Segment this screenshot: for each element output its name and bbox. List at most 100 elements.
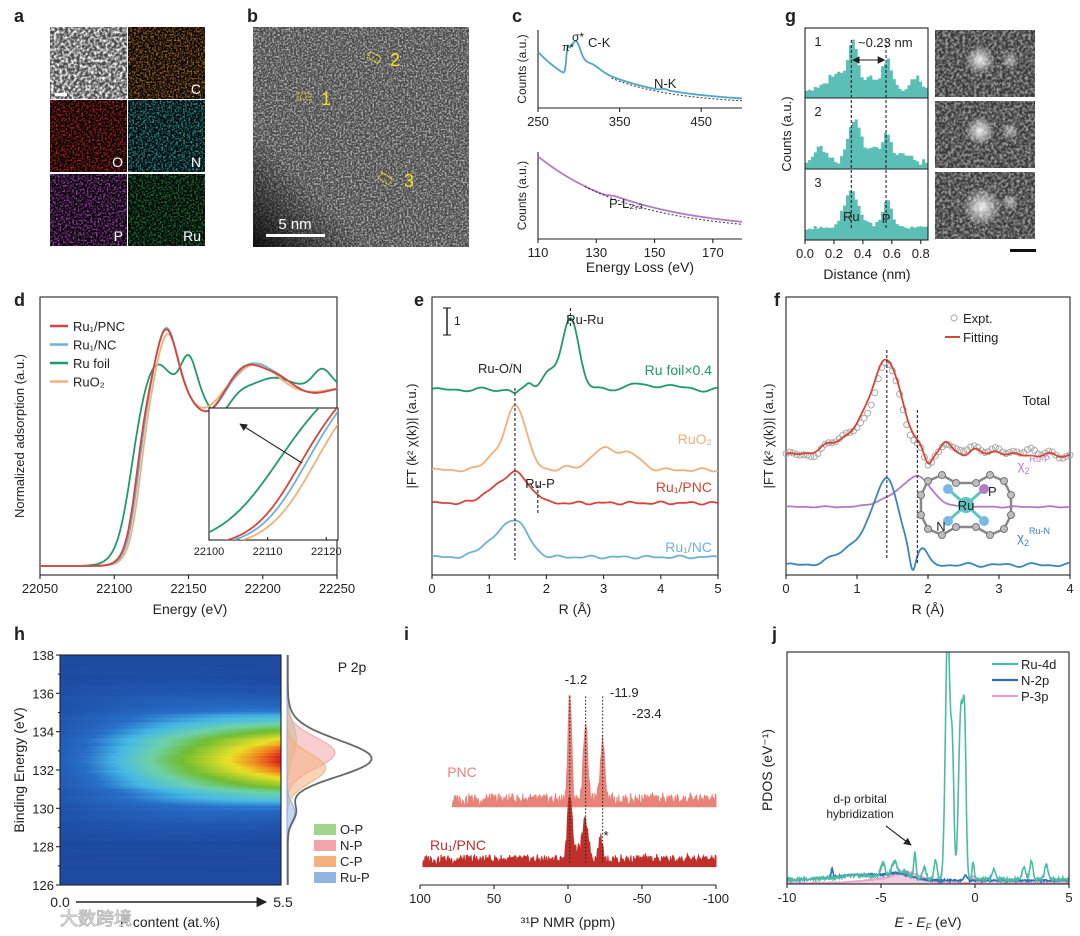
nmr-spectrum-0 — [452, 694, 717, 809]
carbon-atom — [972, 523, 980, 531]
expt-point — [846, 428, 854, 436]
x-tick-label: -10 — [778, 890, 797, 905]
carbon-atom — [1000, 477, 1008, 485]
legend-label: RuO₂ — [73, 375, 105, 390]
legend-label: O-P — [340, 822, 363, 837]
legend-swatch — [314, 872, 336, 883]
x-tick-label: 450 — [690, 114, 712, 129]
path-label: χ2Ru-N — [1017, 526, 1050, 548]
peak-label: -11.9 — [610, 685, 639, 700]
path-subscript: 2 — [1024, 538, 1029, 548]
p-atom-blob — [1001, 122, 1019, 140]
ru-atom-blob — [965, 116, 995, 146]
legend-swatch — [314, 840, 336, 851]
legend-label: N-2p — [1021, 673, 1049, 688]
legend-label: P-3p — [1021, 689, 1048, 704]
ru-atom — [958, 497, 974, 513]
path-label: χ2Ru-P — [1018, 454, 1050, 476]
carbon-atom — [1007, 491, 1015, 499]
expt-point — [931, 452, 939, 460]
profile-label: 3 — [814, 175, 821, 190]
expt-point — [899, 406, 907, 414]
expt-point — [871, 389, 879, 397]
heteroatom — [943, 516, 953, 526]
expt-point — [1031, 446, 1038, 454]
legend-label: Expt. — [963, 311, 993, 326]
x-tick-label: 22250 — [319, 581, 355, 596]
legend-label: Ru₁/PNC — [73, 319, 125, 334]
path-superscript: Ru-N — [1029, 526, 1050, 536]
nitrogen-map: N — [128, 100, 205, 172]
element-label: Ru — [183, 228, 201, 244]
x-tick-label: -100 — [703, 891, 729, 906]
tile-tint — [128, 27, 205, 99]
y-axis-label: |FT (k² χ(k))| (a.u.) — [761, 383, 776, 488]
atom-image-1 — [935, 30, 1035, 97]
inset-tick-label: 22110 — [253, 546, 283, 558]
panel-label: d — [14, 290, 25, 310]
legend-label: Ru₁/NC — [73, 338, 116, 353]
oxygen-map: O — [50, 100, 127, 172]
x-tick-label: 100 — [409, 891, 431, 906]
panel-label: f — [774, 290, 781, 310]
legend-label: Fitting — [963, 330, 998, 345]
x-tick-label: -50 — [633, 891, 652, 906]
heteroatom — [943, 484, 953, 494]
p-atom-blob — [1001, 193, 1019, 211]
ft-exafs-series — [431, 470, 719, 506]
ru-o-n-label: Ru-O/N — [478, 361, 522, 376]
x-tick-label: 0.2 — [825, 246, 843, 261]
phosphorus-map: P — [50, 174, 127, 246]
p-label: P — [882, 211, 891, 226]
carbon-atom — [1007, 511, 1015, 519]
x-tick-label: 22050 — [22, 581, 58, 596]
path-symbol: χ — [1018, 458, 1025, 473]
x-end-label: 5.5 — [273, 894, 293, 910]
x-tick-label: 2 — [543, 581, 550, 596]
x-axis-label: Distance (nm) — [823, 266, 910, 282]
scale-bar-label: 5 nm — [278, 216, 311, 233]
atom-label-n: N — [936, 519, 945, 534]
scale-bar — [266, 234, 325, 237]
annotation-line: hybridization — [826, 807, 893, 821]
legend-label: N-P — [340, 838, 362, 853]
annotation-sigma-star: σ* — [572, 30, 584, 44]
y-tick-label: 128 — [32, 840, 54, 855]
y-axis-label: Normalized adsorption (a.u.) — [12, 354, 27, 518]
annotation-pi-star: π* — [562, 42, 575, 54]
inset-line — [239, 423, 338, 540]
site-marker-label: 2 — [390, 50, 400, 70]
annotation-line: d-p orbital — [833, 792, 886, 806]
x-tick-label: 50 — [487, 891, 501, 906]
x-label-part: (eV) — [931, 914, 961, 930]
element-label: O — [112, 154, 123, 170]
pdos-series — [787, 652, 1069, 884]
plot-frame — [785, 296, 1071, 576]
x-tick-label: 5 — [1065, 890, 1072, 905]
peak-label: -1.2 — [565, 672, 587, 687]
carbon-atom — [924, 525, 932, 533]
expt-point — [864, 409, 872, 417]
x-tick-label: 0.8 — [912, 246, 930, 261]
site-marker-box — [297, 92, 311, 101]
pdos-ru-4d — [787, 652, 1069, 884]
x-tick-label: 2 — [924, 581, 931, 596]
series-eels-c-k-n-k — [537, 40, 742, 100]
x-tick-label: 0.0 — [796, 246, 814, 261]
ru-atom-blob — [962, 187, 1002, 227]
x-tick-label: 3 — [995, 581, 1002, 596]
nmr-spectrum-1 — [422, 796, 717, 868]
path-subscript: 2 — [1024, 466, 1029, 476]
y-tick-label: 132 — [32, 763, 54, 778]
annotation-p-l-edge: P-L₂,₃ — [609, 196, 643, 211]
profile-label: 1 — [814, 34, 821, 49]
x-tick-label: 130 — [585, 245, 607, 260]
x-tick-label: 22100 — [96, 581, 132, 596]
panel-label: g — [785, 6, 796, 26]
x-tick-label: 0.6 — [883, 246, 901, 261]
x-tick-label: 170 — [702, 245, 724, 260]
ru-label: Ru — [843, 209, 860, 224]
x-axis-label: Energy (eV) — [153, 601, 228, 617]
carbon-atom — [952, 479, 960, 487]
